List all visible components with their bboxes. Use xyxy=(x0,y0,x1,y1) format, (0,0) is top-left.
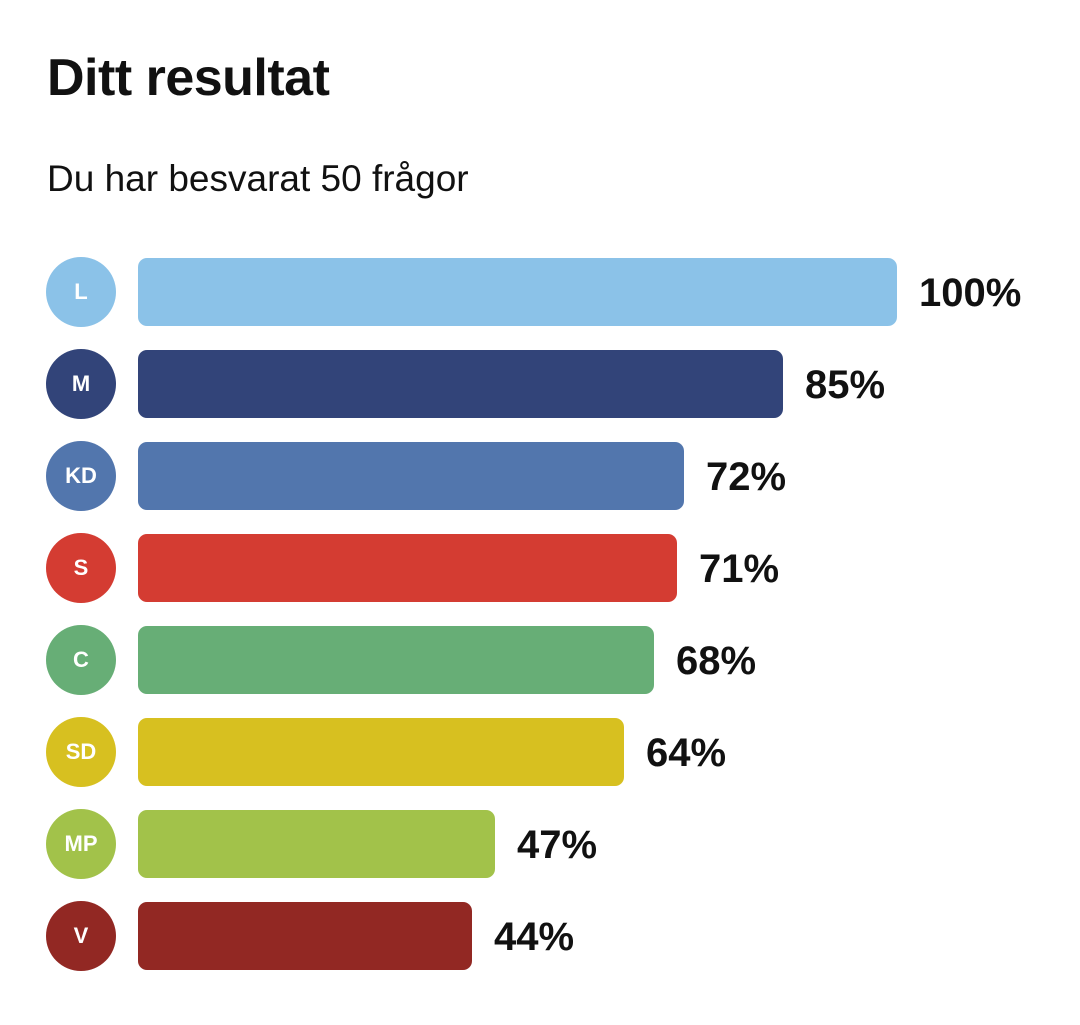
party-row-kd: KD 72% xyxy=(0,441,1080,511)
bar-m xyxy=(138,350,783,418)
page-title: Ditt resultat xyxy=(47,49,330,107)
value-label-mp: 47% xyxy=(517,823,598,867)
party-badge-v: V xyxy=(46,901,116,971)
bar-l xyxy=(138,258,897,326)
page-subtitle: Du har besvarat 50 frågor xyxy=(47,158,469,199)
party-row-mp: MP 47% xyxy=(0,809,1080,879)
party-row-m: M 85% xyxy=(0,349,1080,419)
bar-sd xyxy=(138,718,624,786)
value-label-v: 44% xyxy=(494,915,575,959)
value-label-c: 68% xyxy=(676,639,757,683)
party-badge-kd: KD xyxy=(46,441,116,511)
party-badge-c: C xyxy=(46,625,116,695)
bar-kd xyxy=(138,442,684,510)
value-label-s: 71% xyxy=(699,547,780,591)
party-badge-sd: SD xyxy=(46,717,116,787)
bar-mp xyxy=(138,810,495,878)
party-badge-l: L xyxy=(46,257,116,327)
value-label-m: 85% xyxy=(805,363,886,407)
party-badge-mp: MP xyxy=(46,809,116,879)
party-row-c: C 68% xyxy=(0,625,1080,695)
bar-v xyxy=(138,902,472,970)
party-badge-m: M xyxy=(46,349,116,419)
party-row-v: V 44% xyxy=(0,901,1080,971)
party-row-s: S 71% xyxy=(0,533,1080,603)
bar-c xyxy=(138,626,654,694)
value-label-sd: 64% xyxy=(646,731,727,775)
party-badge-s: S xyxy=(46,533,116,603)
value-label-l: 100% xyxy=(919,271,1022,315)
bar-s xyxy=(138,534,677,602)
value-label-kd: 72% xyxy=(706,455,787,499)
party-row-sd: SD 64% xyxy=(0,717,1080,787)
party-row-l: L 100% xyxy=(0,257,1080,327)
